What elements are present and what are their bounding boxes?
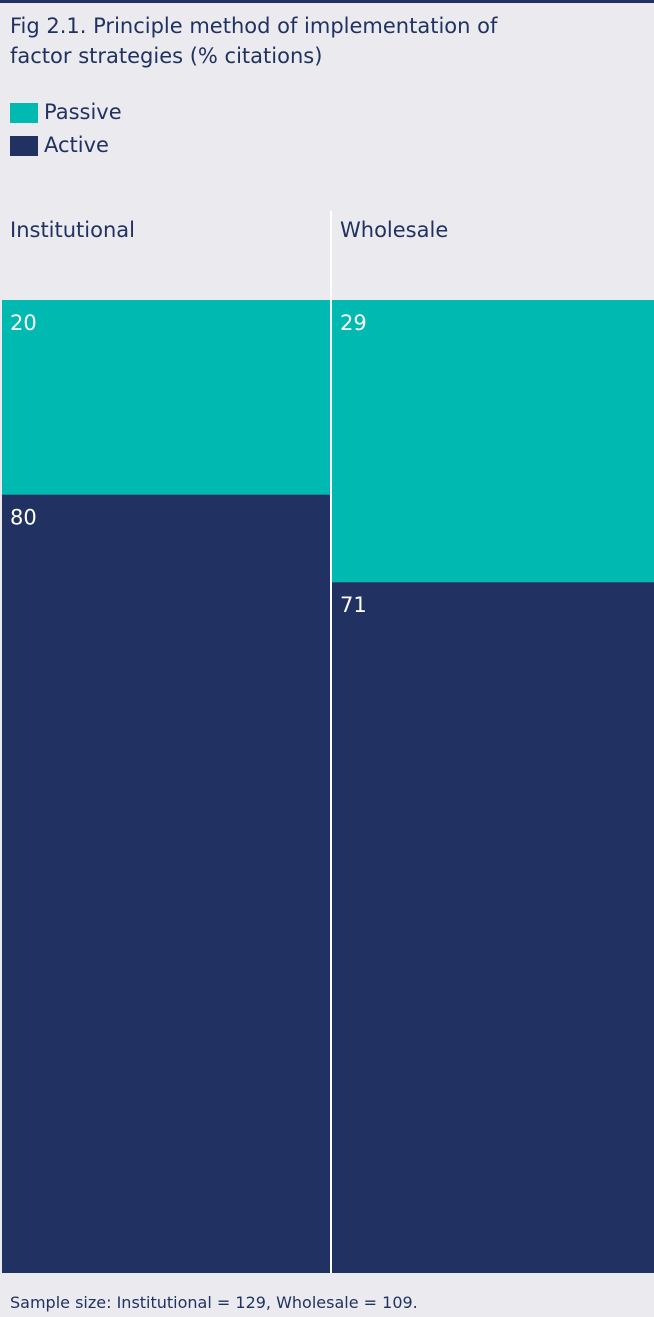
category-label: Wholesale — [340, 218, 448, 242]
bar-segment — [2, 300, 330, 495]
value-label: 20 — [10, 311, 37, 335]
value-label: 29 — [340, 311, 367, 335]
chart: Passive Active Institutional Wholesale 20 80 2… — [2, 100, 654, 1274]
value-label: 71 — [340, 593, 367, 617]
bar-segment — [2, 494, 330, 1274]
legend-swatch — [10, 103, 38, 123]
legend-label: Passive — [44, 100, 122, 124]
note: Sample size: Institutional = 129, Wholes… — [10, 1293, 418, 1312]
value-label: 80 — [10, 506, 37, 530]
category-label: Institutional — [10, 218, 135, 242]
legend-swatch — [10, 136, 38, 156]
chart-title: Fig 2.1. Principle method of implementat… — [10, 14, 498, 68]
bar-segment — [332, 582, 654, 1273]
legend-label: Active — [44, 133, 109, 157]
bar-segment — [332, 300, 654, 583]
